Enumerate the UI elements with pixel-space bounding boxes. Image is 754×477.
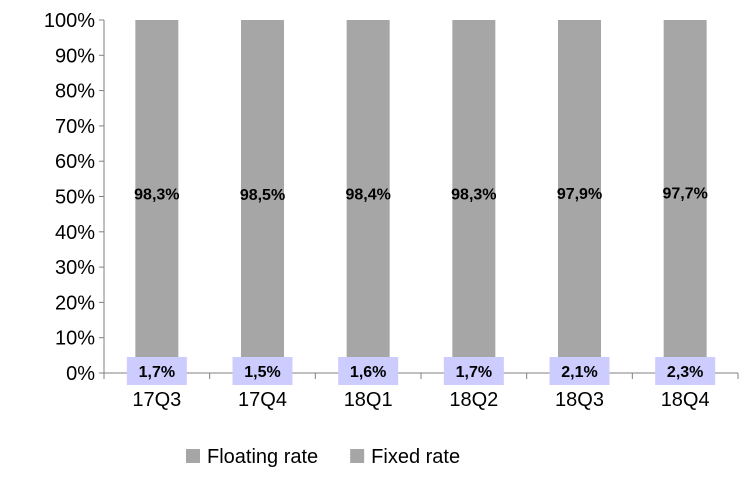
y-tick-label: 30% [55,257,95,279]
data-label-floating-rate: 97,9% [557,186,602,203]
x-tick-label: 18Q1 [344,389,393,411]
legend-label-floating-rate: Floating rate [207,446,318,468]
bars-layer [135,20,707,373]
data-label-floating-rate: 98,3% [134,186,179,203]
bar-floating-rate-18Q4 [663,20,707,365]
data-label-box-fixed-rate [549,357,610,385]
bar-floating-rate-18Q3 [558,20,601,366]
data-labels-layer: 98,3% 1,7% 98,5% 1,5% 98,4% 1,6% 98,3% 1,7% 97,9… [126,185,716,385]
data-label-fixed-rate: 1,7% [139,364,175,381]
legend-label-fixed-rate: Fixed rate [371,446,460,468]
y-tick-label: 0% [66,363,95,385]
data-label-floating-rate: 97,7% [662,185,707,202]
bar-floating-rate-18Q1 [346,20,390,368]
data-label-box-fixed-rate [338,357,399,385]
y-tick-label: 40% [55,222,95,244]
data-label-box-fixed-rate [655,357,716,385]
data-label-floating-rate: 98,3% [451,186,496,203]
data-label-fixed-rate: 2,3% [667,364,703,381]
data-label-fixed-rate: 2,1% [561,364,597,381]
bar-floating-rate-17Q4 [241,20,284,368]
x-tick-label: 17Q4 [238,389,287,411]
y-tick-label: 10% [55,328,95,350]
y-tick-label: 50% [55,187,95,209]
data-label-fixed-rate: 1,7% [456,364,492,381]
y-tick-label: 70% [55,116,95,138]
data-label-fixed-rate: 1,6% [350,364,386,381]
y-tick-label: 90% [55,45,95,67]
axes-layer: 0% 10% 20% 30% 40% 50% 60% 70% 80% 90% 100% 17Q3 17Q… [44,10,739,411]
data-label-box-fixed-rate [126,357,187,385]
x-tick-label: 18Q2 [449,389,498,411]
bar-floating-rate-17Q3 [135,20,179,367]
legend: Floating rate Fixed rate [186,446,460,468]
y-tick-label: 80% [55,81,95,103]
x-tick-label: 17Q3 [132,389,181,411]
y-tick-label: 20% [55,292,95,314]
bar-floating-rate-18Q2 [452,20,496,367]
data-label-fixed-rate: 1,5% [244,364,280,381]
x-tick-label: 18Q3 [555,389,604,411]
legend-swatch-fixed-rate [350,449,365,463]
data-label-box-fixed-rate [232,357,293,385]
data-label-box-fixed-rate [443,357,504,385]
legend-swatch-floating-rate [186,449,200,463]
data-label-floating-rate: 98,4% [345,187,390,204]
x-tick-label: 18Q4 [661,389,710,411]
y-tick-label: 60% [55,151,95,173]
data-label-floating-rate: 98,5% [240,187,285,204]
y-tick-label: 100% [44,10,95,32]
